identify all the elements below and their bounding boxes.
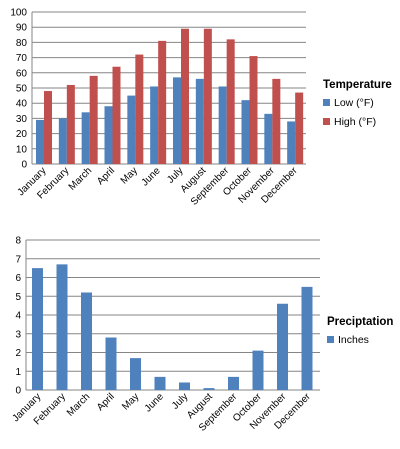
y-tick-label: 2 bbox=[15, 348, 21, 359]
y-tick-label: 5 bbox=[15, 292, 21, 303]
bar-inchesnovember bbox=[277, 303, 288, 390]
temperature-chart: 0102030405060708090100JanuaryFebruaryMar… bbox=[10, 8, 392, 208]
y-tick-label: 7 bbox=[15, 254, 21, 265]
y-tick-label: 80 bbox=[16, 38, 28, 49]
x-tick-label: May bbox=[120, 391, 141, 412]
legend-label: Inches bbox=[338, 334, 369, 346]
x-tick-label: April bbox=[95, 391, 117, 413]
y-tick-label: 1 bbox=[15, 367, 21, 378]
y-tick-label: 0 bbox=[15, 386, 21, 397]
legend-swatch bbox=[323, 118, 330, 125]
bar-low-f-december bbox=[287, 121, 296, 164]
bar-inchesjune bbox=[154, 376, 166, 390]
legend-title: Temperature bbox=[323, 79, 392, 91]
bar-high-f-october bbox=[249, 56, 258, 164]
bar-inchesmarch bbox=[81, 292, 92, 390]
bar-high-f-june bbox=[158, 40, 167, 164]
legend-label: Low (°F) bbox=[334, 97, 374, 109]
bar-high-f-november bbox=[272, 78, 281, 164]
legend-swatch bbox=[327, 336, 334, 343]
bar-inchesapril bbox=[105, 337, 117, 390]
x-tick-label: June bbox=[143, 391, 166, 414]
bar-low-f-may bbox=[127, 95, 136, 164]
y-tick-label: 100 bbox=[10, 8, 27, 19]
bar-low-f-june bbox=[150, 86, 159, 164]
y-tick-label: 0 bbox=[21, 160, 27, 171]
bar-high-f-september bbox=[226, 39, 235, 164]
x-tick-label: July bbox=[170, 391, 190, 411]
bar-low-f-august bbox=[195, 78, 204, 164]
bar-inchesoctober bbox=[252, 350, 264, 390]
bar-low-f-april bbox=[104, 106, 113, 164]
bar-low-f-march bbox=[81, 112, 90, 164]
y-tick-label: 30 bbox=[16, 114, 28, 125]
bar-inchesjanuary bbox=[32, 268, 43, 390]
bar-low-f-october bbox=[241, 100, 250, 164]
legend-swatch bbox=[323, 99, 330, 106]
legend-label: High (°F) bbox=[334, 116, 376, 128]
bar-high-f-march bbox=[89, 75, 98, 164]
bar-low-f-november bbox=[264, 113, 273, 164]
bar-high-f-april bbox=[112, 66, 121, 164]
bar-inchesdecember bbox=[301, 286, 313, 390]
y-tick-label: 40 bbox=[16, 99, 28, 110]
bar-low-f-february bbox=[58, 118, 67, 164]
bar-low-f-september bbox=[218, 86, 227, 164]
y-tick-label: 6 bbox=[15, 273, 21, 284]
y-tick-label: 20 bbox=[16, 129, 28, 140]
bar-inchesfebruary bbox=[56, 264, 68, 390]
bar-high-f-august bbox=[203, 28, 212, 164]
bar-inchesjuly bbox=[179, 382, 190, 390]
y-tick-label: 10 bbox=[16, 144, 28, 155]
legend-title: Preciptation bbox=[327, 316, 393, 328]
bar-inchesmay bbox=[130, 358, 141, 390]
bar-high-f-may bbox=[135, 54, 144, 165]
y-tick-label: 3 bbox=[15, 329, 21, 340]
bar-low-f-july bbox=[173, 77, 181, 164]
y-tick-label: 70 bbox=[16, 53, 28, 64]
y-tick-label: 8 bbox=[15, 236, 21, 247]
bar-inchesseptember bbox=[228, 376, 239, 390]
y-tick-label: 90 bbox=[16, 23, 28, 34]
x-tick-label: March bbox=[65, 391, 92, 418]
y-tick-label: 60 bbox=[16, 68, 28, 79]
y-tick-label: 50 bbox=[16, 84, 28, 95]
bar-high-f-december bbox=[295, 92, 304, 164]
bar-inchesaugust bbox=[203, 388, 215, 390]
y-tick-label: 4 bbox=[15, 311, 21, 322]
bar-low-f-january bbox=[36, 119, 44, 164]
bar-high-f-july bbox=[181, 28, 189, 164]
bar-high-f-january bbox=[44, 91, 52, 164]
bar-high-f-february bbox=[66, 84, 75, 164]
